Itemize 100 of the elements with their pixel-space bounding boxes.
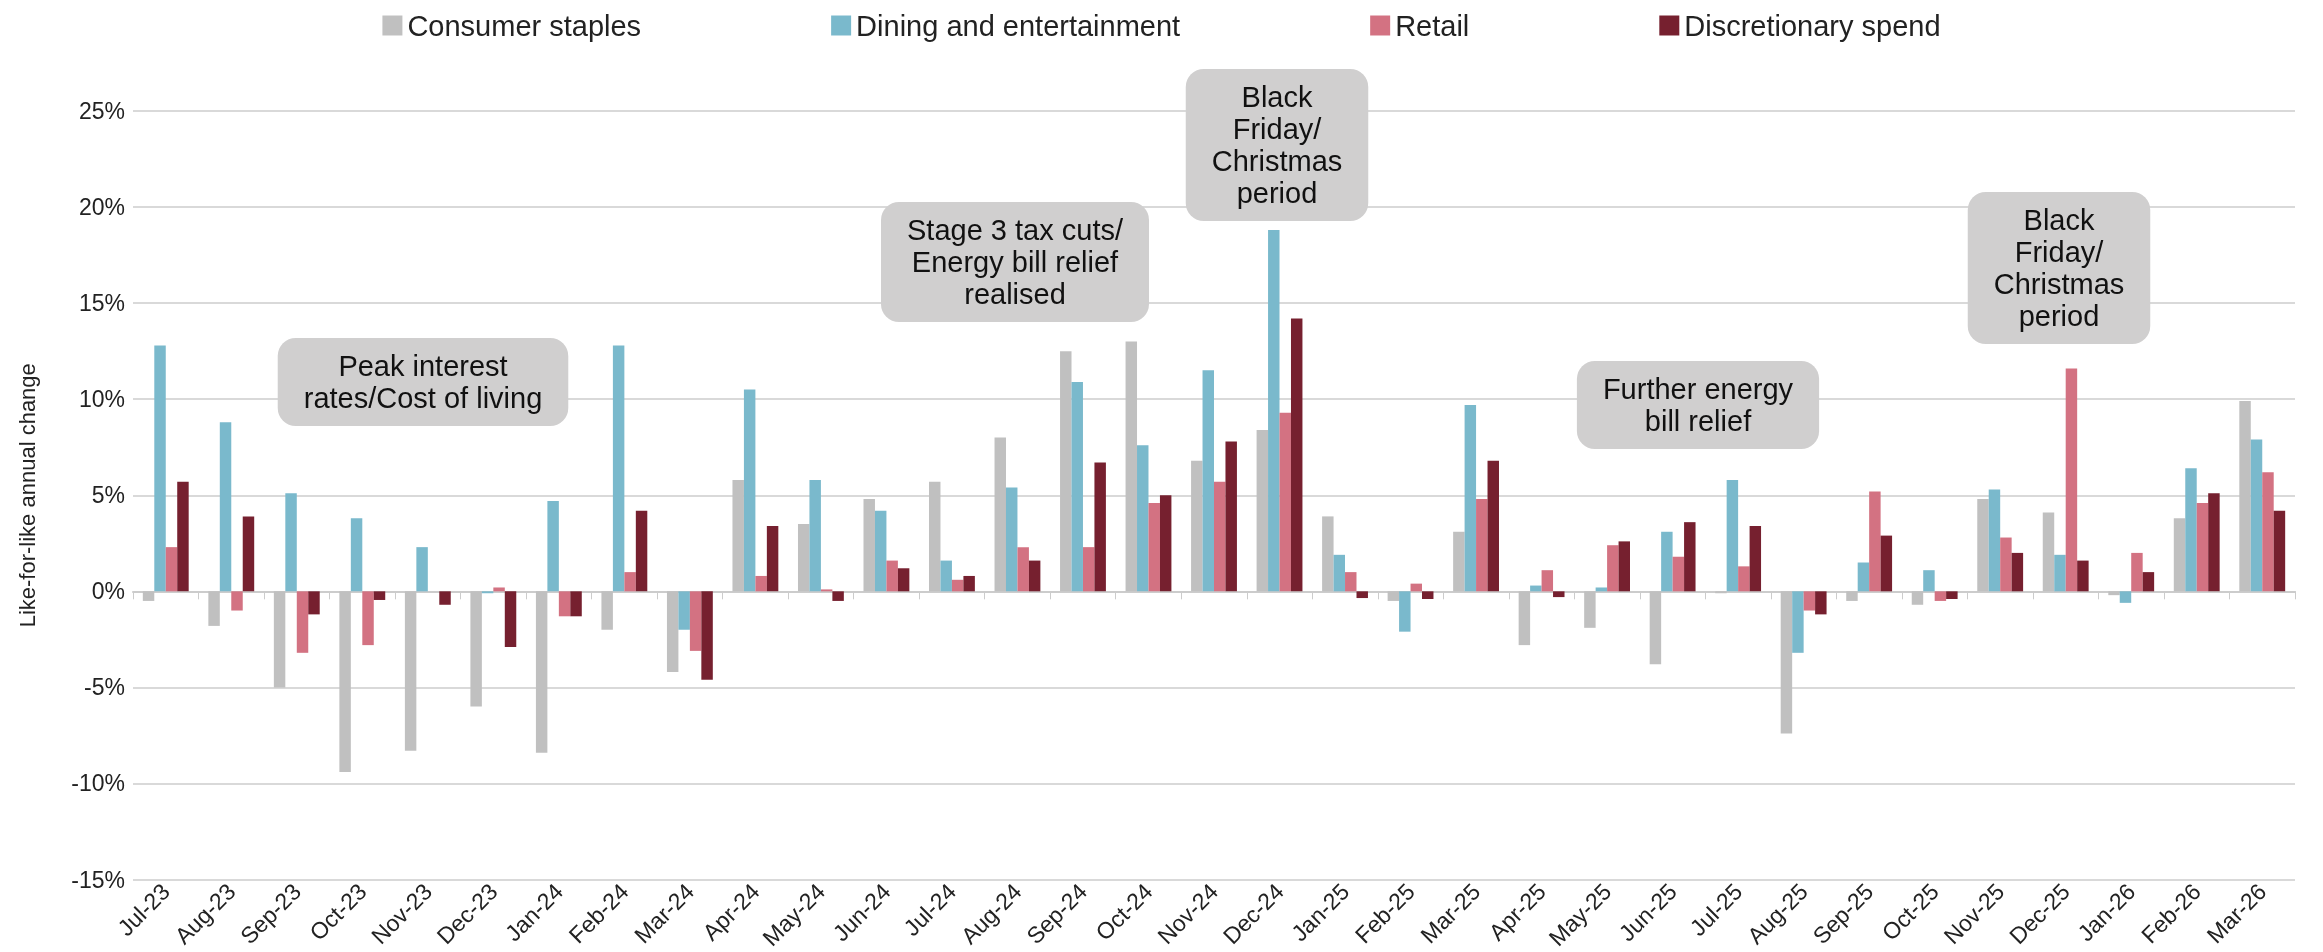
y-tick-label: 0%: [91, 578, 125, 605]
bar: [2065, 368, 2078, 592]
y-tick-label: 15%: [78, 290, 125, 317]
bar: [285, 493, 297, 592]
bar: [1345, 572, 1357, 592]
bar: [2077, 560, 2089, 592]
bar: [296, 591, 309, 653]
bar: [362, 591, 374, 646]
annotation: Stage 3 tax cuts/ Energy bill relief realised: [906, 214, 1124, 310]
bar: [897, 568, 910, 592]
bar: [1487, 460, 1499, 592]
bar: [809, 479, 821, 592]
bar: [1071, 381, 1083, 592]
bar: [951, 579, 964, 592]
bar: [1356, 591, 1368, 599]
bar: [678, 591, 690, 630]
bar: [1159, 495, 1172, 592]
bar: [701, 591, 713, 680]
bar: [1476, 499, 1488, 592]
bar: [1595, 587, 1608, 592]
bar: [165, 547, 178, 592]
bar: [1749, 526, 1762, 592]
bar: [2185, 468, 2197, 592]
bar: [1923, 570, 1935, 592]
bar: [635, 510, 648, 592]
bar: [2131, 552, 2143, 592]
bar: [439, 591, 451, 605]
bar: [219, 422, 232, 592]
bar: [1333, 554, 1346, 592]
bar: [1017, 547, 1029, 592]
bar: [1661, 531, 1673, 592]
bar: [1803, 591, 1816, 611]
annotation: Black Friday/ Christmas period: [1211, 81, 1343, 209]
legend-label: Discretionary spend: [1684, 9, 1941, 42]
bar: [350, 518, 363, 592]
bar: [1279, 412, 1291, 592]
bar: [493, 587, 505, 592]
bar: [2054, 554, 2066, 592]
bar: [1214, 481, 1226, 592]
y-tick-label: -10%: [71, 770, 125, 797]
bar: [1464, 404, 1477, 592]
annotation: Further energy bill relief: [1602, 373, 1794, 437]
y-tick-label: 25%: [78, 98, 125, 124]
bar: [1094, 462, 1106, 592]
bar: [231, 591, 243, 611]
bar: [2142, 572, 2155, 592]
bar: [1672, 556, 1685, 592]
bar: [1290, 318, 1303, 592]
bar: [1137, 445, 1149, 592]
bar: [1082, 547, 1095, 592]
bar: [766, 526, 779, 592]
bar: [547, 501, 559, 592]
bar: [2000, 537, 2012, 592]
bar: [558, 591, 571, 617]
bar: [1399, 591, 1411, 632]
bar: [2262, 472, 2274, 592]
bar: [1857, 562, 1870, 592]
bar: [1726, 479, 1739, 592]
bar: [743, 389, 756, 592]
bar: [416, 547, 428, 592]
bar: [2250, 439, 2263, 592]
bar: [1869, 491, 1881, 592]
bar: [373, 591, 386, 600]
legend-label: Consumer staples: [407, 9, 642, 42]
bar: [1028, 560, 1041, 592]
annotation: Peak interest rates/Cost of living: [303, 350, 543, 414]
bar: [177, 481, 189, 592]
bar: [504, 591, 517, 648]
bar: [1738, 566, 1750, 592]
bar: [832, 591, 844, 601]
legend-label: Retail: [1395, 9, 1470, 42]
legend-label: Dining and entertainment: [856, 9, 1181, 42]
bar: [874, 510, 887, 592]
y-tick-label: 10%: [78, 386, 125, 413]
bar: [612, 345, 625, 592]
bar: [1148, 502, 1160, 592]
bar: [755, 575, 767, 592]
bar: [1225, 441, 1237, 592]
bar: [940, 560, 952, 592]
bar: [1202, 370, 1214, 592]
bar: [570, 591, 582, 617]
bar: [1684, 522, 1696, 592]
bar: [242, 516, 255, 592]
bar: [154, 345, 166, 592]
bar: [308, 591, 320, 615]
bar: [963, 575, 975, 592]
bar: [1792, 591, 1804, 653]
bar: [1005, 487, 1018, 592]
bar: [1530, 585, 1542, 592]
bar: [2273, 510, 2286, 592]
bar: [2208, 493, 2220, 592]
bar: [1422, 591, 1434, 600]
bar: [1607, 545, 1619, 592]
bar: [1946, 591, 1958, 600]
bar: [1541, 570, 1554, 592]
bar: [1988, 489, 2001, 592]
y-tick-label: -5%: [84, 674, 125, 701]
bar: [2196, 502, 2209, 592]
bar: [624, 572, 636, 592]
y-axis-title: Like-for-like annual change: [14, 363, 40, 628]
